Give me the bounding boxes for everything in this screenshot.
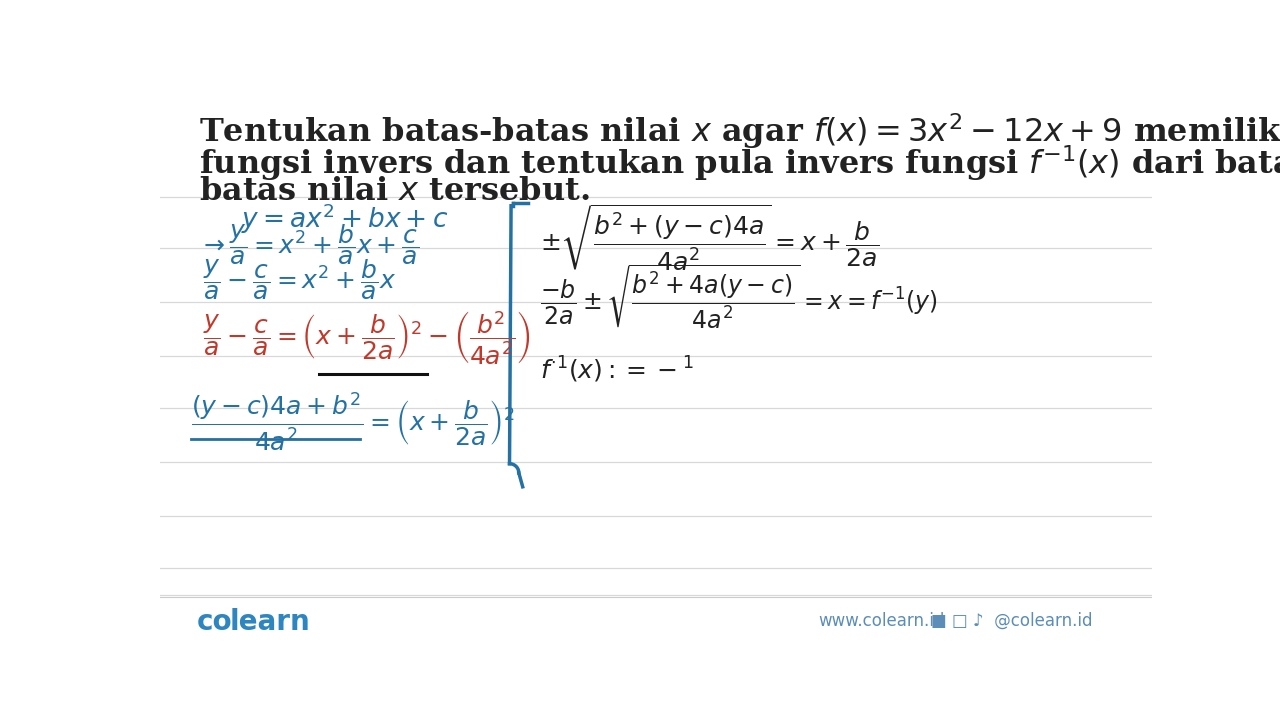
Text: $\dfrac{y}{a} - \dfrac{c}{a} = x^2 + \dfrac{b}{a}x$: $\dfrac{y}{a} - \dfrac{c}{a} = x^2 + \df…: [202, 257, 396, 302]
Text: co: co: [197, 608, 233, 636]
Text: $\dfrac{y}{a} - \dfrac{c}{a} = \left(x + \dfrac{b}{2a}\right)^2 - \left(\dfrac{b: $\dfrac{y}{a} - \dfrac{c}{a} = \left(x +…: [202, 310, 530, 366]
Text: $f^{\cdot 1}(x) := -^1$: $f^{\cdot 1}(x) := -^1$: [540, 354, 694, 384]
Text: fungsi invers dan tentukan pula invers fungsi $\mathit{f}^{-1}(\mathit{x})$ dari: fungsi invers dan tentukan pula invers f…: [198, 143, 1280, 183]
Text: $\rightarrow \dfrac{y}{a} = x^2 + \dfrac{b}{a}x + \dfrac{c}{a}$: $\rightarrow \dfrac{y}{a} = x^2 + \dfrac…: [198, 222, 419, 266]
Text: batas nilai $\mathit{x}$ tersebut.: batas nilai $\mathit{x}$ tersebut.: [198, 176, 590, 207]
Text: $\dfrac{(y-c)4a + b^2}{4a^2} = \left(x + \dfrac{b}{2a}\right)^2$: $\dfrac{(y-c)4a + b^2}{4a^2} = \left(x +…: [191, 390, 515, 453]
Text: $y = ax^2 + bx + c$: $y = ax^2 + bx + c$: [242, 202, 449, 236]
Text: $\dfrac{-b}{2a} \pm \sqrt{\dfrac{b^2 + 4a(y-c)}{4a^2}} = x = f^{-1}(y)$: $\dfrac{-b}{2a} \pm \sqrt{\dfrac{b^2 + 4…: [540, 262, 938, 331]
Text: $\pm \sqrt{\dfrac{b^2 + (y-c)4a}{4a^2}} = x + \dfrac{b}{2a}$: $\pm \sqrt{\dfrac{b^2 + (y-c)4a}{4a^2}} …: [540, 202, 879, 271]
Text: learn: learn: [229, 608, 311, 636]
Text: www.colearn.id: www.colearn.id: [819, 611, 945, 629]
Text: Tentukan batas-batas nilai $\mathit{x}$ agar $\mathit{f}(\mathit{x}) = 3\mathit{: Tentukan batas-batas nilai $\mathit{x}$ …: [198, 111, 1280, 150]
Text: ■ □ ♪  @colearn.id: ■ □ ♪ @colearn.id: [931, 611, 1093, 629]
